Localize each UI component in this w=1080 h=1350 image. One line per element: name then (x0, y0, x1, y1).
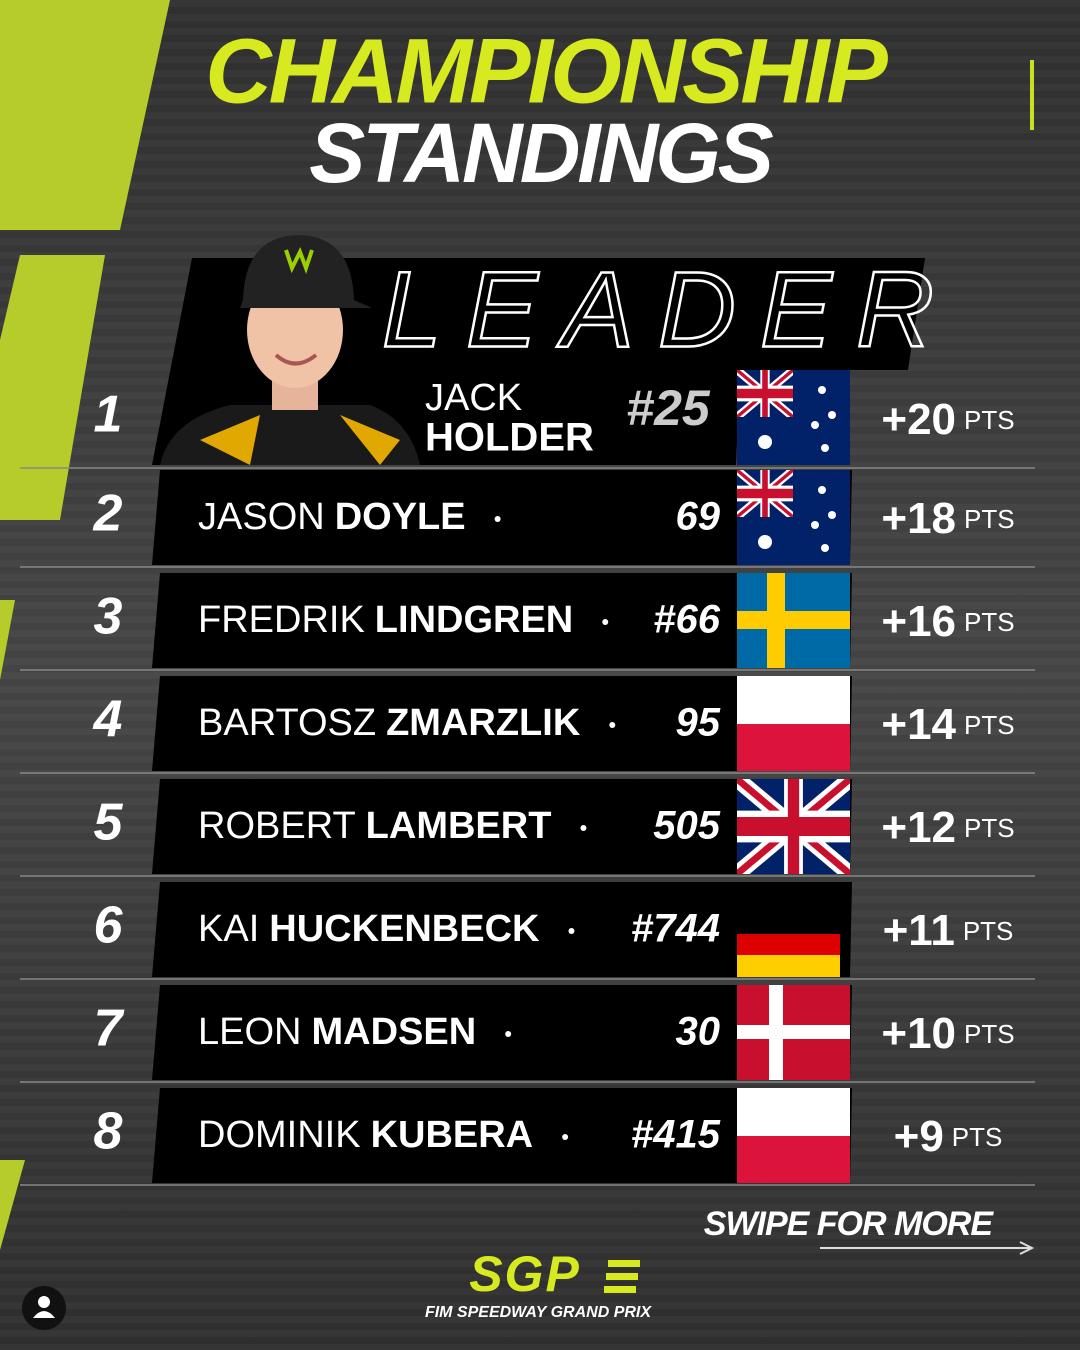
rider-name: FREDRIK LINDGREN (198, 599, 573, 641)
last-name: HOLDER (425, 416, 594, 460)
title-line2: STANDINGS (309, 106, 773, 200)
separator-dot (562, 1134, 569, 1140)
rider-number: 505 (653, 804, 720, 848)
flag-poland (737, 676, 850, 771)
points: +20 PTS (881, 395, 1014, 444)
points: +12 PTS (881, 803, 1014, 852)
separator-dot (580, 825, 587, 831)
points-value: +9 (894, 1112, 944, 1161)
rider-name: LEON MADSEN (198, 1011, 476, 1053)
row-panel (152, 779, 852, 874)
rider-number: 30 (676, 1010, 721, 1054)
points-unit: PTS (964, 504, 1015, 534)
last-name: LAMBERT (366, 805, 552, 847)
points-value: +20 (881, 395, 956, 444)
points: +9 PTS (894, 1112, 1003, 1161)
rider-photo (160, 235, 420, 465)
first-name: JASON (198, 496, 325, 538)
rider-name: DOMINIK KUBERA (198, 1114, 533, 1156)
first-name: BARTOSZ (198, 702, 376, 744)
rider-number: #66 (653, 598, 720, 642)
points-unit: PTS (964, 1019, 1015, 1049)
rider-number: #415 (631, 1113, 721, 1157)
rider-number: #25 (626, 380, 711, 436)
last-name: LINDGREN (375, 599, 573, 641)
flag-poland (737, 1088, 850, 1183)
points-unit: PTS (964, 710, 1015, 740)
points-unit: PTS (964, 405, 1015, 435)
points-value: +11 (883, 906, 955, 955)
row-panel (152, 1088, 852, 1183)
rider-name: ROBERT LAMBERT (198, 805, 551, 847)
row-panel (152, 676, 852, 771)
points-value: +18 (881, 494, 956, 543)
swipe-arrow[interactable] (820, 1241, 1035, 1255)
position: 6 (94, 897, 124, 955)
rider-name: JASON DOYLE (198, 496, 466, 538)
position: 2 (93, 485, 123, 543)
row-panel (152, 985, 852, 1080)
first-name: DOMINIK (198, 1114, 361, 1156)
rider-name: KAI HUCKENBECK (198, 908, 540, 950)
position: 8 (94, 1103, 123, 1161)
logo-bars (604, 1260, 640, 1293)
last-name: KUBERA (371, 1114, 534, 1156)
first-name: LEON (198, 1011, 301, 1053)
points: +10 PTS (881, 1009, 1014, 1058)
position: 5 (94, 794, 124, 852)
points-unit: PTS (952, 1122, 1003, 1152)
separator-dot (609, 722, 616, 728)
first-name: JACK (425, 377, 522, 419)
points-value: +16 (881, 597, 956, 646)
row-panel (152, 573, 852, 668)
points-value: +10 (881, 1009, 956, 1058)
points-unit: PTS (964, 813, 1015, 843)
swipe-label[interactable]: SWIPE FOR MORE (704, 1205, 996, 1243)
logo: SGP (469, 1246, 581, 1302)
flag-australia (737, 470, 850, 565)
flag-australia (737, 370, 850, 465)
points-unit: PTS (963, 916, 1014, 946)
accent-shapes (0, 0, 170, 1250)
first-name: KAI (198, 908, 259, 950)
row-panel (152, 882, 852, 977)
separator-dot (505, 1031, 512, 1037)
position: 4 (93, 691, 123, 749)
separator-dot (494, 516, 501, 522)
last-name: HUCKENBECK (269, 908, 540, 950)
title-line1: CHAMPIONSHIP (205, 20, 888, 122)
flag-denmark (737, 985, 850, 1080)
points: +11 PTS (883, 906, 1014, 955)
position: 1 (94, 386, 123, 444)
position: 3 (94, 588, 123, 646)
accent-line (1030, 60, 1034, 130)
last-name: DOYLE (335, 496, 466, 538)
flag-germany (737, 912, 840, 977)
rider-name: BARTOSZ ZMARZLIK (198, 702, 581, 744)
profile-icon[interactable] (22, 1286, 66, 1330)
logo-caption: FIM SPEEDWAY GRAND PRIX (425, 1304, 652, 1321)
points: +18 PTS (881, 494, 1014, 543)
first-name: FREDRIK (198, 599, 365, 641)
rider-number: #744 (631, 907, 720, 951)
last-name: ZMARZLIK (386, 702, 581, 744)
first-name: ROBERT (198, 805, 356, 847)
separator-dot (602, 619, 609, 625)
flag-sweden (737, 573, 850, 668)
points-unit: PTS (964, 607, 1015, 637)
points: +16 PTS (881, 597, 1014, 646)
points-value: +14 (881, 700, 956, 749)
rider-number: 69 (676, 495, 721, 539)
points: +14 PTS (881, 700, 1014, 749)
flag-united-kingdom (737, 779, 850, 874)
last-name: MADSEN (311, 1011, 476, 1053)
position: 7 (94, 1000, 125, 1058)
row-panel (152, 470, 852, 565)
leader-label: LEADER (382, 249, 958, 370)
rider-number: 95 (676, 701, 721, 745)
separator-dot (568, 928, 575, 934)
points-value: +12 (881, 803, 956, 852)
